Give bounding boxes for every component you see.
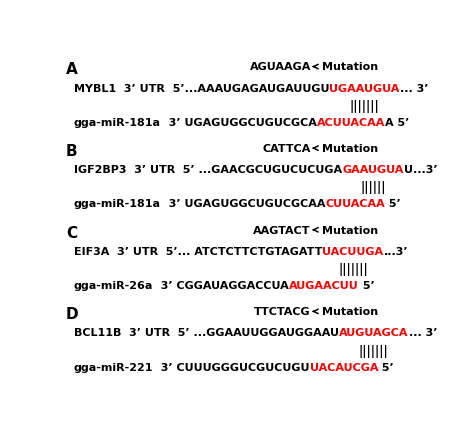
Text: 5’...AAAUGAGAUGAUUGU: 5’...AAAUGAGAUGAUUGU	[165, 84, 329, 94]
Text: 3’ CGGAUAGGACCUA: 3’ CGGAUAGGACCUA	[153, 281, 289, 291]
Text: IGF2BP3  3’ UTR: IGF2BP3 3’ UTR	[74, 165, 175, 175]
Text: AUGAACUU: AUGAACUU	[289, 281, 359, 291]
Text: D: D	[66, 307, 79, 322]
Text: ...3’: ...3’	[383, 247, 408, 257]
Text: 3’ UGAGUGGCUGUCGCAA: 3’ UGAGUGGCUGUCGCAA	[161, 199, 326, 209]
Text: UACUUGA: UACUUGA	[322, 247, 383, 257]
Text: 3’ UGAGUGGCUGUCGCA: 3’ UGAGUGGCUGUCGCA	[161, 118, 317, 128]
Text: Mutation: Mutation	[322, 226, 378, 236]
Text: BCL11B  3’ UTR: BCL11B 3’ UTR	[74, 328, 170, 338]
Text: A: A	[66, 62, 78, 77]
Text: MYBL1  3’ UTR: MYBL1 3’ UTR	[74, 84, 165, 94]
Text: 5’... ATCTCTTCTGTAGATT: 5’... ATCTCTTCTGTAGATT	[158, 247, 322, 257]
Text: ||||||: ||||||	[360, 181, 386, 195]
Text: U...3’: U...3’	[404, 165, 438, 175]
Text: 5’: 5’	[385, 199, 401, 209]
Text: EIF3A  3’ UTR: EIF3A 3’ UTR	[74, 247, 158, 257]
Text: CUUACAA: CUUACAA	[326, 199, 385, 209]
Text: 5’: 5’	[359, 281, 374, 291]
Text: CATTCA: CATTCA	[263, 144, 311, 154]
Text: gga-miR-181a: gga-miR-181a	[74, 118, 161, 128]
Text: TTCTACG: TTCTACG	[254, 307, 311, 317]
Text: B: B	[66, 144, 77, 159]
Text: |||||||: |||||||	[350, 100, 379, 113]
Text: Mutation: Mutation	[322, 307, 378, 317]
Text: AAGTACT: AAGTACT	[254, 226, 311, 236]
Text: ... 3’: ... 3’	[400, 84, 428, 94]
Text: Mutation: Mutation	[322, 62, 378, 73]
Text: Mutation: Mutation	[322, 144, 378, 154]
Text: 3’ CUUUGGGUCGUCUGU: 3’ CUUUGGGUCGUCUGU	[154, 363, 310, 373]
Text: |||||||: |||||||	[338, 263, 368, 276]
Text: AGUAAGA: AGUAAGA	[249, 62, 311, 73]
Text: gga-miR-26a: gga-miR-26a	[74, 281, 153, 291]
Text: 5’ ...GAACGCUGUCUCUGA: 5’ ...GAACGCUGUCUCUGA	[175, 165, 342, 175]
Text: ACUUACAA: ACUUACAA	[317, 118, 385, 128]
Text: AUGUAGCA: AUGUAGCA	[339, 328, 409, 338]
Text: UGAAUGUA: UGAAUGUA	[329, 84, 400, 94]
Text: |||||||: |||||||	[359, 345, 389, 358]
Text: ... 3’: ... 3’	[409, 328, 437, 338]
Text: gga-miR-221: gga-miR-221	[74, 363, 154, 373]
Text: gga-miR-181a: gga-miR-181a	[74, 199, 161, 209]
Text: UACAUCGA: UACAUCGA	[310, 363, 378, 373]
Text: C: C	[66, 226, 77, 240]
Text: GAAUGUA: GAAUGUA	[342, 165, 404, 175]
Text: A 5’: A 5’	[385, 118, 410, 128]
Text: 5’ ...GGAAUUGGAUGGAAU: 5’ ...GGAAUUGGAUGGAAU	[170, 328, 339, 338]
Text: 5’: 5’	[378, 363, 394, 373]
